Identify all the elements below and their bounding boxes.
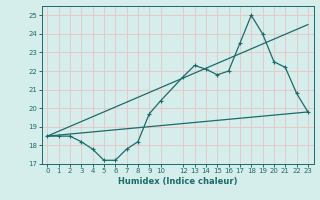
X-axis label: Humidex (Indice chaleur): Humidex (Indice chaleur) [118, 177, 237, 186]
